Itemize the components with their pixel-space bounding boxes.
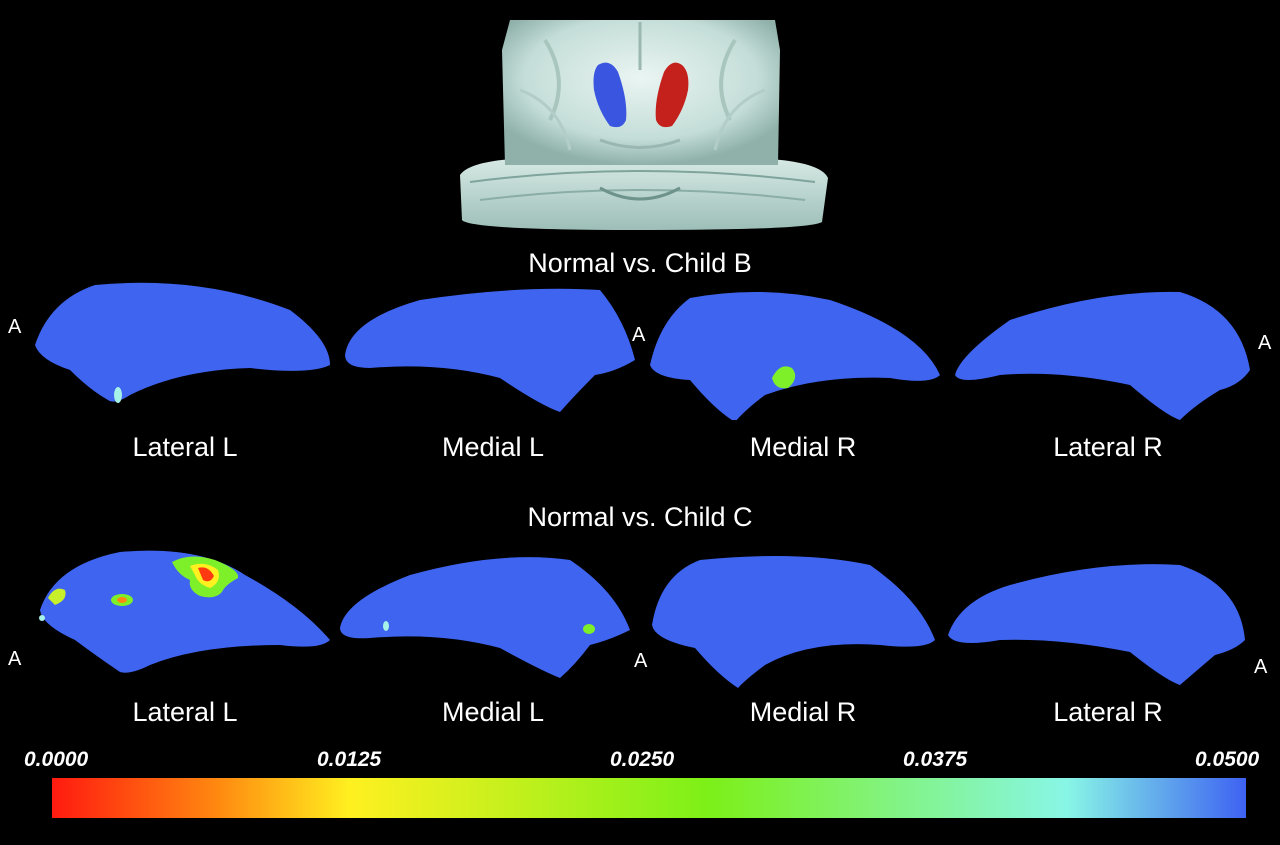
hotspot	[48, 588, 66, 605]
row-title-child-c: Normal vs. Child C	[527, 502, 753, 532]
right-caudate-shape	[655, 62, 689, 128]
hotspot	[114, 387, 122, 403]
colorbar	[52, 778, 1246, 818]
left-caudate-shape	[593, 62, 627, 128]
view-label-lateral-l: Lateral L	[132, 432, 238, 462]
view-label-medial-l: Medial L	[441, 697, 545, 727]
anterior-marker: A	[8, 648, 22, 670]
surface-maps-child-b	[35, 282, 1250, 420]
hotspot	[198, 567, 214, 582]
row-title-child-b: Normal vs. Child B	[528, 248, 752, 278]
anterior-marker: A	[8, 316, 22, 338]
hotspot	[772, 366, 796, 389]
anterior-marker: A	[1258, 332, 1272, 354]
view-label-lateral-l: Lateral L	[132, 697, 238, 727]
surface-medial-r-child-c	[652, 556, 935, 688]
surface-lateral-r-child-b	[955, 291, 1250, 420]
colorbar-tick: 0.0250	[610, 748, 675, 771]
surface-lateral-l-child-b	[35, 282, 330, 402]
view-label-lateral-r: Lateral R	[1053, 432, 1163, 462]
surface-medial-l-child-b	[345, 288, 635, 412]
hotspot	[39, 615, 45, 621]
surface-lateral-l-child-c	[40, 550, 330, 673]
colorbar-tick: 0.0125	[317, 748, 382, 771]
hotspot	[583, 624, 595, 634]
surface-maps-child-c	[39, 550, 1245, 688]
anterior-marker: A	[634, 650, 648, 672]
view-label-medial-r: Medial R	[749, 432, 857, 462]
surface-lateral-r-child-c	[948, 564, 1245, 685]
hotspot	[117, 597, 127, 603]
view-label-medial-l: Medial L	[441, 432, 545, 462]
surface-medial-r-child-b	[650, 292, 940, 420]
view-label-lateral-r: Lateral R	[1053, 697, 1163, 727]
anterior-marker: A	[632, 324, 646, 346]
colorbar-tick: 0.0500	[1195, 748, 1260, 771]
surface-medial-l-child-c	[340, 557, 630, 678]
colorbar-tick: 0.0000	[24, 748, 89, 771]
colorbar-tick: 0.0375	[903, 748, 968, 771]
coronal-brain-image	[450, 10, 832, 230]
view-label-medial-r: Medial R	[749, 697, 857, 727]
anterior-marker: A	[1254, 656, 1268, 678]
hotspot	[383, 621, 389, 631]
